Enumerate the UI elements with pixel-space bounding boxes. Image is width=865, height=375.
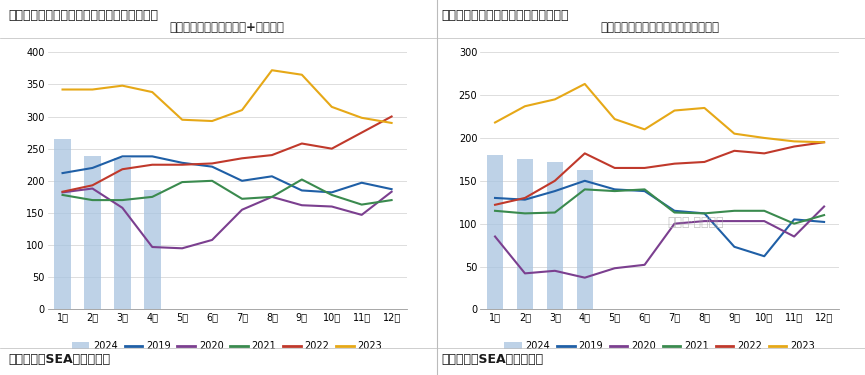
Title: 印度食用植物油月度渠道库存（万吨）: 印度食用植物油月度渠道库存（万吨） [600,21,719,34]
Text: 图：印度食用植物油渠道库存（万吨）: 图：印度食用植物油渠道库存（万吨） [441,9,568,22]
Bar [114,158,131,309]
Bar [487,155,503,309]
Bar [144,190,161,309]
Text: 图：印度植物油库存下降至近两年来低位水平: 图：印度植物油库存下降至近两年来低位水平 [9,9,158,22]
Legend: 2024, 2019, 2020, 2021, 2022, 2023: 2024, 2019, 2020, 2021, 2022, 2023 [72,341,382,351]
Legend: 2024, 2019, 2020, 2021, 2022, 2023: 2024, 2019, 2020, 2021, 2022, 2023 [504,341,815,351]
Text: 公众号·国富研究: 公众号·国富研究 [667,216,724,229]
Text: 数据来源：SEA，国富期货: 数据来源：SEA，国富期货 [441,352,543,366]
Bar [84,156,100,309]
Bar [547,162,563,309]
Bar [577,170,593,309]
Text: 数据来源：SEA，国富期货: 数据来源：SEA，国富期货 [9,352,111,366]
Title: 印度食用植物油港口库存+渠道库存: 印度食用植物油港口库存+渠道库存 [170,21,285,34]
Bar [516,159,533,309]
Bar [54,139,71,309]
